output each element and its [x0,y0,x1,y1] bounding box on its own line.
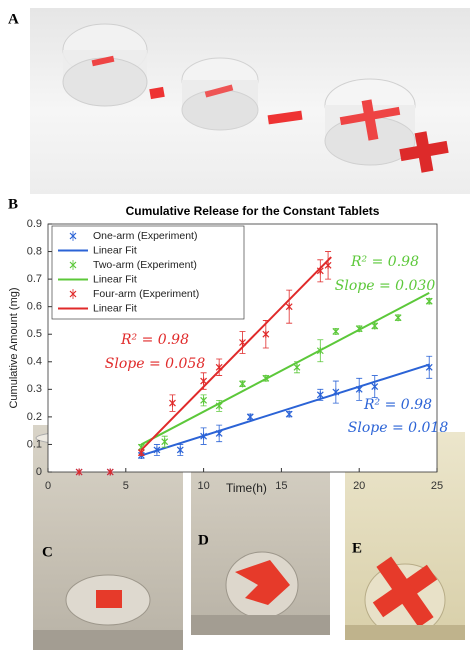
photo-a [30,8,470,194]
panel-label: E [352,540,362,556]
legend-label: One-arm (Experiment) [93,230,197,242]
photo-shape [33,630,183,650]
legend-label: Two-arm (Experiment) [93,259,197,271]
chart: Cumulative Release for the Constant Tabl… [8,204,448,495]
legend-swatch [69,232,77,240]
x-tick-label: 15 [275,480,287,492]
photo-shape [235,560,290,605]
data-point [239,380,246,388]
data-point [137,449,145,457]
panel-label: C [42,544,53,560]
photo-shape [414,131,434,173]
annotation: Slope = 0.030 [335,278,436,294]
photo-shape [267,110,303,125]
x-tick-label: 0 [45,480,51,492]
data-point [161,438,169,446]
y-tick-label: 0.7 [27,273,42,285]
photo-shape [204,84,234,98]
data-point [425,297,433,305]
legend-box [51,225,245,320]
photo-shape [376,556,434,628]
photo-shape [191,615,330,635]
data-point [246,413,254,421]
data-point [285,410,293,418]
data-point [169,399,176,407]
legend-label: Four-arm (Experiment) [93,288,199,300]
data-point [176,446,184,454]
annotation: Slope = 0.018 [348,420,449,436]
y-tick-label: 0.6 [27,301,42,313]
data-point [200,396,208,404]
chart-title: Cumulative Release for the Constant Tabl… [126,204,380,218]
photo-shape [181,89,259,131]
fit-line [141,363,430,457]
legend-swatch [69,290,77,298]
annotation: R² = 0.98 [363,397,432,413]
data-point [106,468,114,476]
data-point [285,303,293,311]
y-tick-label: 0.4 [27,356,42,368]
x-tick-label: 5 [123,480,129,492]
photo-shape [62,57,148,107]
legend-swatch [69,261,77,269]
photo-shape [361,99,379,141]
data-point [332,327,340,335]
legend-label: Linear Fit [93,244,137,256]
photo-shape [149,86,165,100]
y-tick-label: 0.1 [27,438,42,450]
fit-line [140,292,430,446]
photo-shape [345,625,465,640]
x-tick-label: 20 [353,480,365,492]
data-point [262,330,270,338]
y-tick-label: 0 [36,466,42,478]
panel-label: D [198,532,209,548]
fit-line [140,256,332,451]
data-point [371,383,379,391]
y-tick-label: 0.8 [27,245,42,257]
y-tick-label: 0.3 [27,383,42,395]
y-tick-label: 0.5 [27,328,42,340]
annotation: R² = 0.98 [350,254,419,270]
annotation: R² = 0.98 [120,332,189,348]
data-point [200,377,208,385]
data-point [316,391,324,399]
y-tick-label: 0.2 [27,411,42,423]
photo-shape [91,55,115,67]
x-tick-label: 10 [197,480,209,492]
x-axis-label: Time(h) [226,481,267,495]
data-point [293,363,301,371]
panel-label: A [8,11,19,27]
x-tick-label: 25 [431,480,443,492]
annotation: Slope = 0.058 [105,356,206,372]
photo-shape [96,590,122,608]
legend-label: Linear Fit [93,273,137,285]
y-tick-label: 0.9 [27,218,42,230]
legend-label: Linear Fit [93,302,137,314]
data-point [371,322,379,330]
y-axis-label: Cumulative Amount (mg) [8,287,20,408]
data-point [394,314,402,322]
data-point [75,468,83,476]
panel-label: B [8,196,18,212]
